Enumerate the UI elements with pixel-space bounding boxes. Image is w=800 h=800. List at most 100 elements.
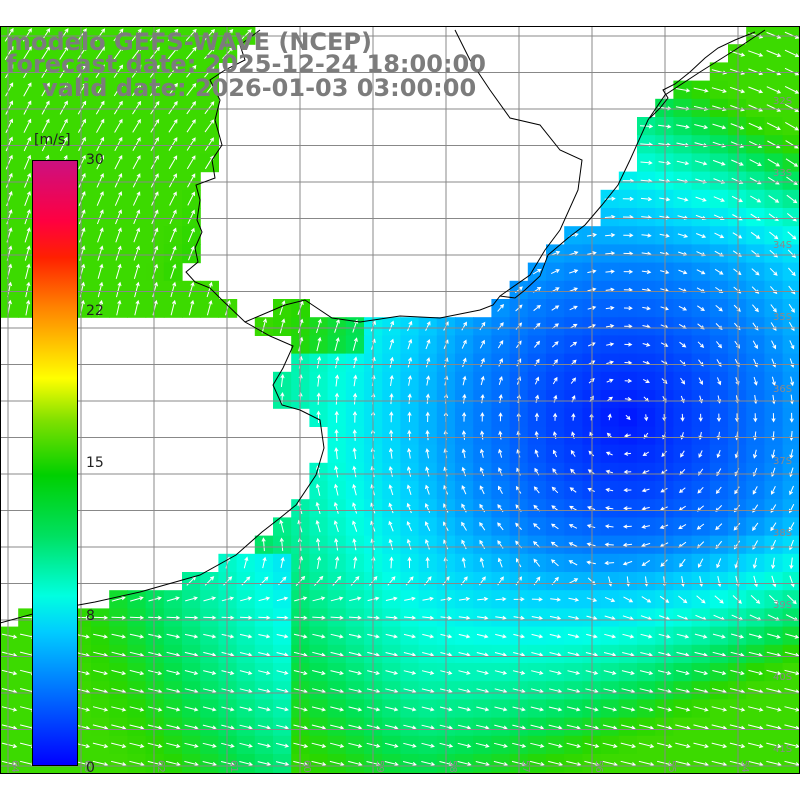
latitude-label: 32S (773, 96, 792, 107)
wind-speed-cell (254, 772, 274, 774)
wind-arrow (261, 318, 268, 334)
wind-arrow (771, 575, 777, 588)
wind-arrow (388, 447, 394, 459)
wind-arrow (621, 780, 635, 785)
wind-arrow (111, 615, 127, 620)
wind-arrow (315, 501, 321, 515)
wind-arrow (656, 742, 673, 749)
wind-arrow (169, 227, 177, 243)
wind-arrow (641, 596, 652, 603)
wind-arrow (116, 281, 122, 298)
wind-arrow (733, 522, 741, 531)
wind-arrow (352, 392, 358, 405)
wind-arrow (424, 502, 431, 513)
wind-arrow (349, 596, 362, 602)
coastline-outline (244, 29, 766, 323)
wind-arrow (41, 82, 50, 97)
wind-arrow (311, 760, 327, 767)
wind-arrow (168, 137, 178, 151)
wind-arrow (421, 688, 435, 694)
wind-arrow (113, 28, 124, 42)
wind-arrow (639, 670, 654, 675)
wind-arrow (188, 245, 195, 261)
wind-arrow (5, 154, 13, 170)
wind-arrow (352, 465, 357, 478)
wind-arrow (149, 82, 160, 97)
wind-speed-cell (618, 772, 638, 774)
wind-arrow (97, 245, 104, 261)
wind-arrow (659, 233, 670, 238)
wind-arrow (421, 670, 435, 675)
wind-arrow (385, 706, 399, 712)
wind-arrow (334, 318, 340, 333)
wind-arrow (407, 320, 413, 332)
wind-arrow (239, 652, 253, 657)
wind-arrow (621, 688, 636, 694)
latitude-label: 41S (773, 744, 792, 755)
wind-arrow (622, 542, 633, 547)
wind-arrow (458, 780, 471, 784)
wind-arrow (694, 780, 708, 785)
wind-arrow (716, 377, 722, 386)
longitude-label: 61W (228, 760, 239, 783)
wind-arrow (567, 688, 581, 694)
wind-arrow (78, 209, 86, 225)
wind-arrow (476, 688, 490, 694)
wind-arrow (475, 724, 490, 730)
wind-arrow (311, 742, 327, 748)
wind-arrow (148, 670, 163, 676)
wind-arrow (658, 160, 672, 166)
wind-arrow (166, 670, 181, 676)
wind-arrow (606, 342, 615, 347)
wind-arrow (712, 159, 726, 166)
wind-arrow (623, 305, 633, 311)
wind-arrow (96, 209, 104, 225)
wind-arrow (204, 101, 215, 115)
wind-arrow (623, 451, 632, 456)
wind-arrow (5, 100, 14, 115)
wind-arrow (694, 670, 709, 676)
wind-arrow (348, 670, 363, 675)
wind-arrow (41, 136, 50, 152)
wind-arrow (334, 410, 339, 423)
wind-arrow (714, 595, 724, 604)
wind-arrow (548, 724, 563, 730)
wind-arrow (167, 46, 179, 60)
wind-arrow (752, 304, 759, 313)
wind-arrow (330, 706, 345, 712)
wind-arrow (425, 539, 430, 550)
wind-arrow (479, 339, 485, 349)
wind-arrow (766, 669, 782, 676)
wind-arrow (512, 780, 526, 784)
wind-arrow (204, 47, 215, 60)
wind-arrow (680, 450, 685, 458)
wind-arrow (184, 670, 199, 675)
wind-arrow (606, 378, 614, 383)
wind-arrow (184, 780, 198, 784)
wind-arrow (498, 358, 503, 367)
wind-arrow (641, 488, 650, 493)
wind-arrow (77, 100, 87, 115)
wind-arrow (657, 670, 672, 675)
wind-arrow (730, 669, 745, 676)
wind-arrow (388, 538, 394, 550)
wind-arrow (769, 231, 779, 240)
wind-speed-cell (0, 772, 19, 774)
wind-arrow (78, 172, 86, 188)
wind-arrow (730, 123, 745, 130)
wind-arrow (257, 742, 272, 748)
wind-arrow (549, 652, 562, 657)
wind-arrow (316, 318, 322, 334)
wind-arrow (276, 670, 289, 675)
wind-speed-cell (728, 772, 747, 774)
wind-speed-cell (36, 772, 56, 774)
wind-arrow (675, 780, 689, 785)
wind-arrow (493, 760, 509, 767)
wind-arrow (642, 470, 650, 475)
wind-arrow (477, 615, 489, 620)
wind-arrow (786, 194, 798, 204)
wind-arrow (530, 688, 544, 694)
wind-arrow (166, 724, 181, 730)
wind-arrow (693, 706, 709, 712)
wind-arrow (329, 760, 345, 767)
